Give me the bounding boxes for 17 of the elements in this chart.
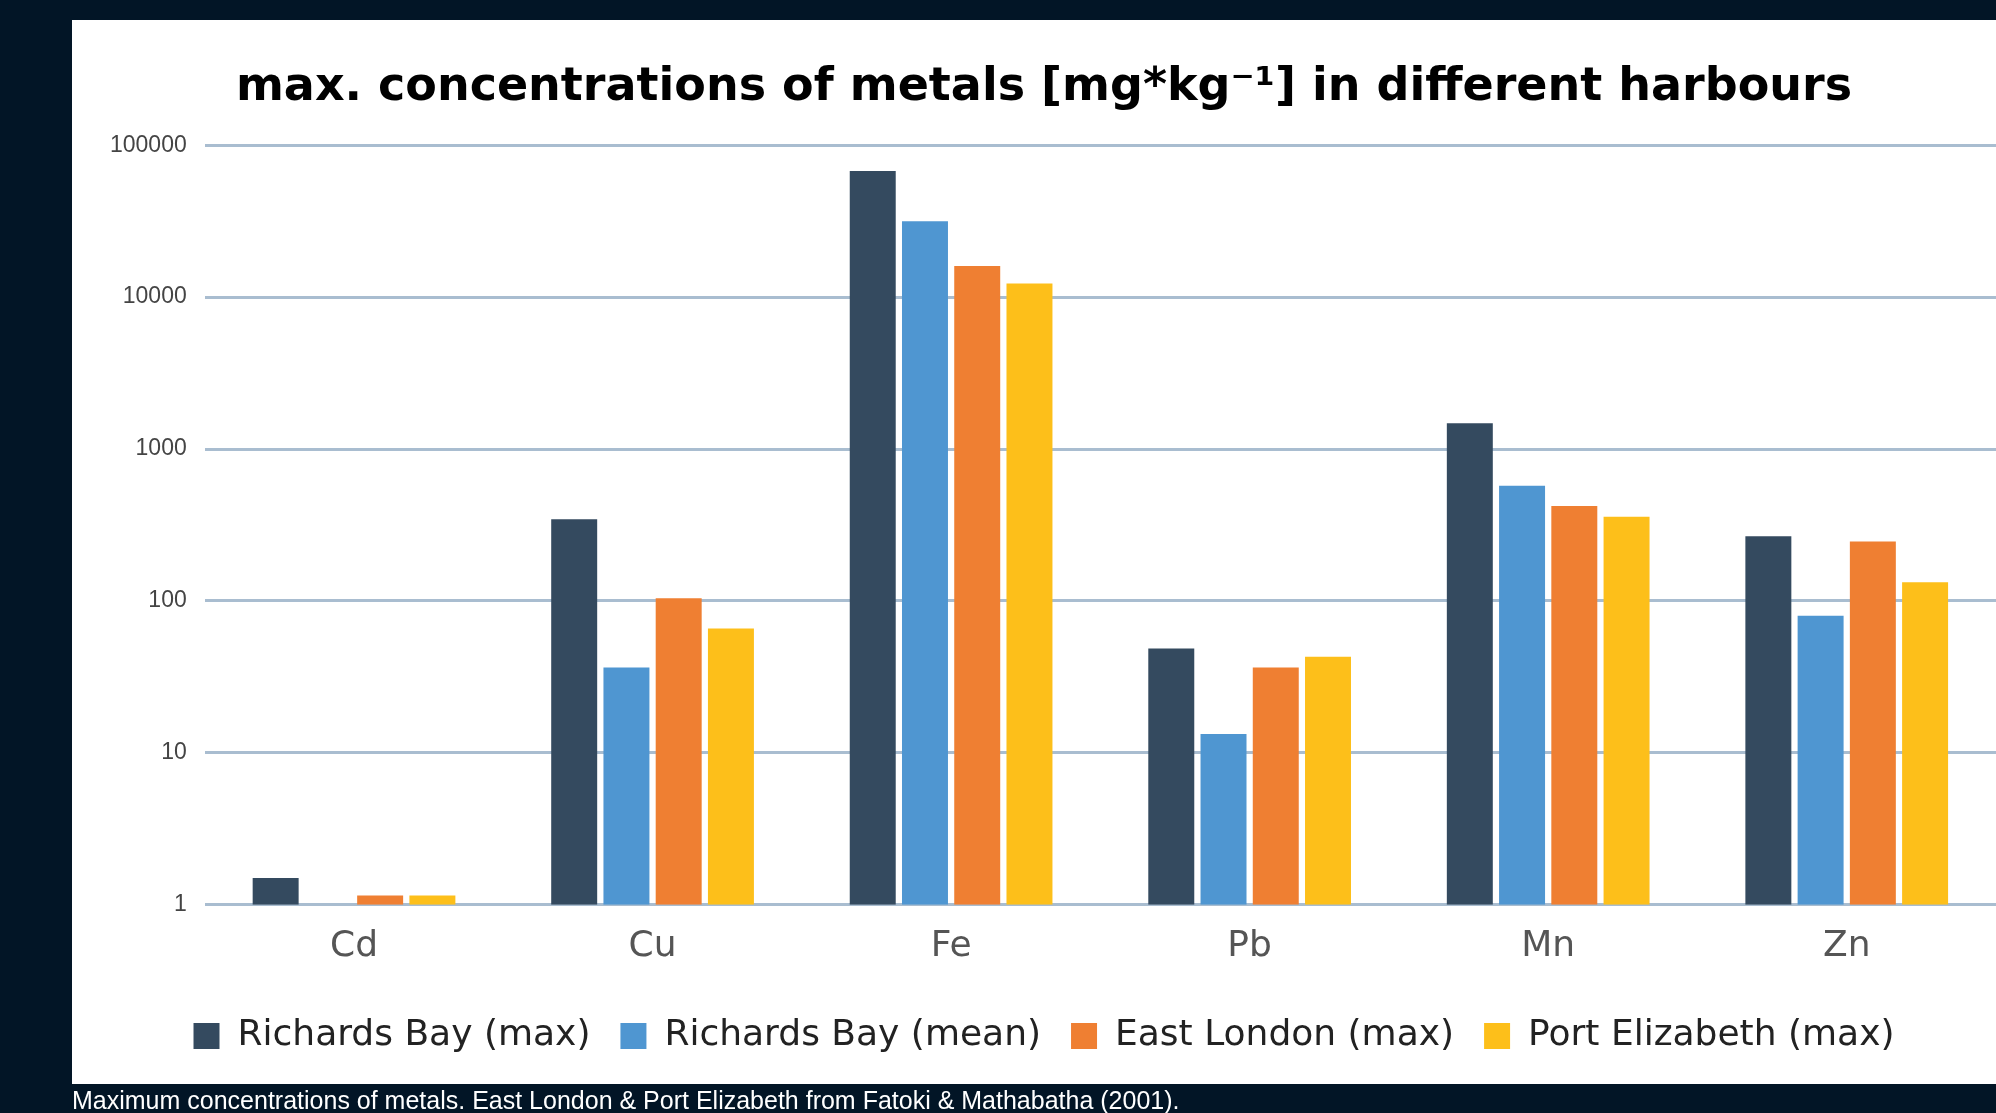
x-tick-label: Cu (628, 922, 677, 964)
y-tick-label: 100000 (110, 130, 187, 157)
legend-label: Port Elizabeth (max) (1528, 1012, 1895, 1054)
y-tick-label: 1000 (135, 434, 187, 461)
y-tick-label: 1 (173, 890, 187, 917)
x-tick-label: Fe (930, 922, 972, 964)
chart-title: max. concentrations of metals [mg*kg⁻¹] in different harbours (235, 56, 1853, 111)
x-tick-label: Pb (1227, 922, 1272, 964)
y-tick-label: 10000 (122, 282, 187, 309)
legend-label: East London (max) (1115, 1012, 1455, 1054)
legend-label: Richards Bay (mean) (664, 1012, 1042, 1054)
x-tick-label: Mn (1521, 922, 1576, 964)
legend-label: Richards Bay (max) (237, 1012, 591, 1054)
y-tick-label: 100 (148, 586, 187, 613)
x-tick-label: Zn (1822, 922, 1871, 964)
y-tick-label: 10 (161, 738, 187, 765)
x-tick-label: Cd (330, 922, 379, 964)
